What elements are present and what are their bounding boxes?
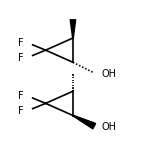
Text: F: F [18, 91, 24, 101]
Text: OH: OH [102, 69, 117, 79]
Text: F: F [18, 53, 24, 63]
Text: F: F [18, 106, 24, 116]
Polygon shape [70, 20, 76, 38]
Polygon shape [73, 115, 96, 129]
Text: F: F [18, 38, 24, 48]
Text: OH: OH [102, 122, 117, 132]
